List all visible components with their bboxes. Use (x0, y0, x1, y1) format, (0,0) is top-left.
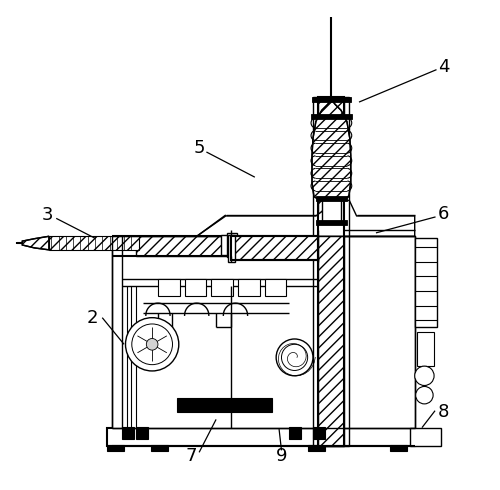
Circle shape (414, 366, 434, 386)
Text: 9: 9 (276, 447, 287, 465)
Polygon shape (22, 236, 49, 250)
Bar (311, 114, 352, 119)
Bar (136, 236, 230, 256)
Circle shape (126, 318, 179, 371)
Bar (227, 233, 237, 257)
Bar (264, 279, 286, 296)
Circle shape (282, 344, 308, 370)
Circle shape (276, 339, 313, 376)
Bar (136, 427, 148, 439)
Bar (211, 279, 233, 296)
Text: 8: 8 (438, 403, 450, 421)
Polygon shape (196, 200, 414, 236)
Bar (184, 279, 206, 296)
Text: 6: 6 (438, 204, 450, 222)
Bar (238, 279, 260, 296)
Bar (414, 238, 436, 327)
Bar (316, 220, 347, 224)
Bar (49, 236, 138, 250)
Bar (318, 97, 344, 446)
Bar (230, 236, 318, 260)
Bar (107, 445, 124, 451)
Bar (313, 427, 325, 439)
Circle shape (132, 324, 172, 365)
Bar (178, 397, 272, 412)
Bar (313, 97, 350, 446)
Text: 3: 3 (42, 206, 54, 224)
Bar (316, 196, 347, 201)
Bar (390, 445, 407, 451)
Bar (417, 332, 434, 366)
Text: 4: 4 (438, 58, 450, 76)
Bar (122, 427, 134, 439)
Text: 7: 7 (185, 447, 196, 465)
Bar (312, 97, 351, 102)
Bar (228, 235, 235, 262)
Bar (230, 236, 318, 260)
Polygon shape (312, 99, 351, 199)
Bar (221, 235, 236, 255)
Text: 2: 2 (87, 309, 99, 327)
Text: 5: 5 (194, 139, 205, 157)
Bar (410, 428, 442, 446)
Circle shape (416, 387, 433, 404)
Bar (308, 445, 325, 451)
Bar (158, 279, 180, 296)
Bar (112, 236, 414, 428)
Bar (318, 97, 344, 446)
Circle shape (146, 339, 158, 350)
Bar (107, 428, 414, 446)
Bar (289, 427, 301, 439)
Bar (322, 198, 340, 222)
Bar (150, 445, 168, 451)
